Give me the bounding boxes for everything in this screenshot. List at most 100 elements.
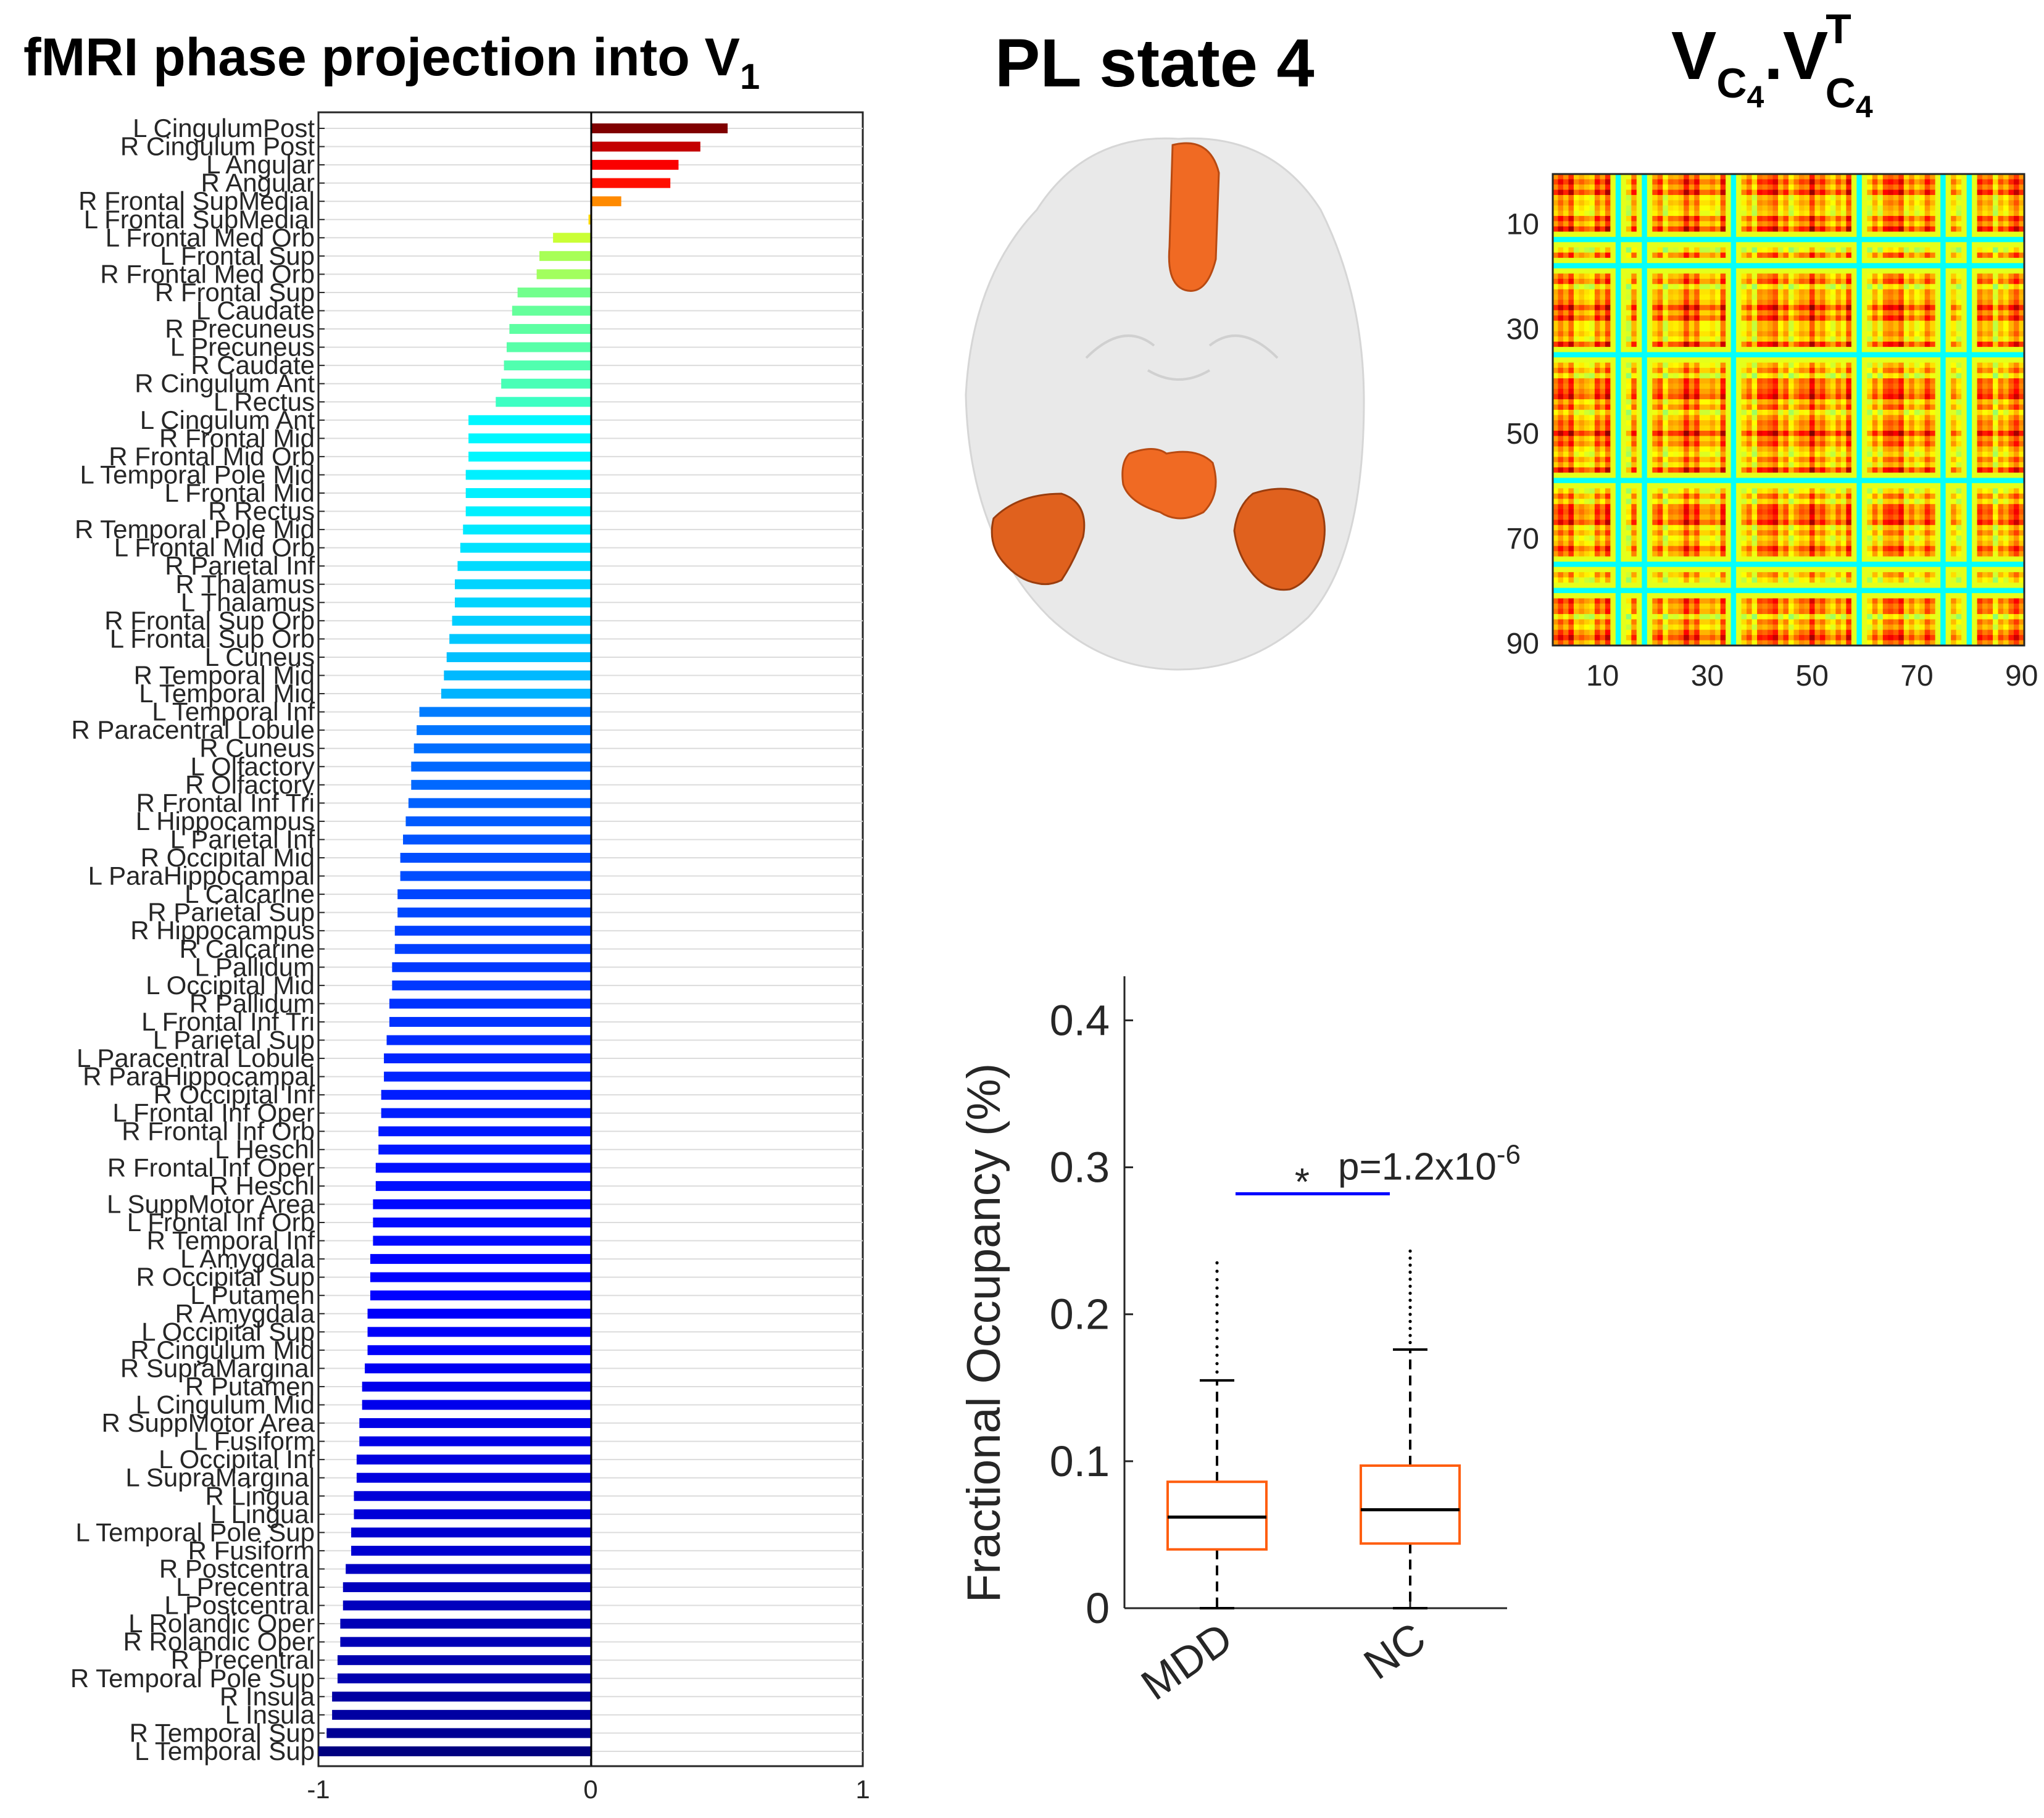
heatmap-cell bbox=[2008, 415, 2014, 421]
heatmap-cell bbox=[1741, 410, 1747, 416]
heatmap-cell bbox=[1615, 205, 1621, 212]
heatmap-cell bbox=[2019, 184, 2025, 191]
heatmap-cell bbox=[1893, 399, 1899, 405]
heatmap-cell bbox=[1647, 247, 1653, 253]
heatmap-cell bbox=[1668, 341, 1674, 347]
heatmap-cell bbox=[1584, 415, 1590, 421]
heatmap-cell bbox=[1768, 394, 1774, 400]
heatmap-cell bbox=[1809, 310, 1816, 316]
heatmap-cell bbox=[1573, 221, 1580, 227]
heatmap-cell bbox=[2019, 399, 2025, 405]
heatmap-cell bbox=[1730, 389, 1737, 395]
heatmap-cell bbox=[1793, 205, 1800, 212]
heatmap-cell bbox=[1594, 315, 1600, 322]
heatmap-cell bbox=[1998, 436, 2004, 442]
heatmap-cell bbox=[1914, 404, 1920, 410]
bar bbox=[506, 342, 591, 352]
heatmap-cell bbox=[1893, 289, 1899, 295]
heatmap-cell bbox=[1563, 252, 1569, 259]
heatmap-cell bbox=[1642, 320, 1648, 326]
heatmap-cell bbox=[1893, 231, 1899, 238]
heatmap-cell bbox=[1809, 305, 1816, 311]
heatmap-cell bbox=[1626, 326, 1632, 332]
heatmap-cell bbox=[1694, 352, 1700, 358]
heatmap-cell bbox=[1568, 299, 1574, 305]
heatmap-cell bbox=[1663, 189, 1669, 196]
heatmap-cell bbox=[1914, 420, 1920, 426]
heatmap-cell bbox=[1851, 252, 1857, 259]
heatmap-cell bbox=[1966, 257, 1972, 264]
heatmap-cell bbox=[1589, 389, 1595, 395]
heatmap-cell bbox=[1972, 331, 1978, 337]
heatmap-cell bbox=[2003, 373, 2009, 379]
heatmap-cell bbox=[1605, 305, 1611, 311]
heatmap-cell bbox=[1998, 294, 2004, 301]
heatmap-cell bbox=[1903, 425, 1909, 431]
heatmap-cell bbox=[1678, 289, 1684, 295]
heatmap-cell bbox=[1689, 242, 1695, 248]
heatmap-cell bbox=[1741, 294, 1747, 301]
heatmap-cell bbox=[1558, 399, 1564, 405]
heatmap-cell bbox=[1615, 236, 1621, 243]
heatmap-cell bbox=[1663, 357, 1669, 363]
heatmap-cell bbox=[1689, 347, 1695, 353]
heatmap-cell bbox=[1558, 299, 1564, 305]
heatmap-cell bbox=[1610, 205, 1616, 212]
heatmap-cell bbox=[1851, 425, 1857, 431]
heatmap-cell bbox=[1751, 247, 1758, 253]
heatmap-cell bbox=[1798, 331, 1805, 337]
heatmap-cell bbox=[1589, 200, 1595, 206]
heatmap-cell bbox=[1694, 389, 1700, 395]
heatmap-cell bbox=[1930, 174, 1936, 180]
heatmap-cell bbox=[1961, 378, 1967, 384]
heatmap-cell bbox=[1705, 368, 1711, 374]
heatmap-cell bbox=[1615, 336, 1621, 342]
heatmap-cell bbox=[1589, 399, 1595, 405]
heatmap-cell bbox=[1840, 221, 1847, 227]
heatmap-cell bbox=[1898, 299, 1905, 305]
heatmap-cell bbox=[1558, 242, 1564, 248]
heatmap-cell bbox=[1982, 273, 1988, 280]
heatmap-cell bbox=[1809, 215, 1816, 222]
heatmap-cell bbox=[1762, 352, 1768, 358]
heatmap-cell bbox=[1840, 226, 1847, 232]
heatmap-cell bbox=[1751, 436, 1758, 442]
heatmap-cell bbox=[1615, 341, 1621, 347]
heatmap-cell bbox=[1768, 320, 1774, 326]
heatmap-cell bbox=[1605, 341, 1611, 347]
heatmap-cell bbox=[1819, 415, 1826, 421]
heatmap-cell bbox=[1705, 284, 1711, 290]
heatmap-cell bbox=[1998, 394, 2004, 400]
heatmap-cell bbox=[1825, 231, 1831, 238]
heatmap-cell bbox=[1793, 231, 1800, 238]
heatmap-cell bbox=[2003, 268, 2009, 274]
heatmap-cell bbox=[1594, 378, 1600, 384]
heatmap-cell bbox=[1951, 326, 1957, 332]
heatmap-cell bbox=[1856, 430, 1863, 437]
heatmap-cell bbox=[1741, 252, 1747, 259]
heatmap-cell bbox=[1747, 210, 1753, 217]
heatmap-cell bbox=[1736, 252, 1742, 259]
heatmap-cell bbox=[1568, 284, 1574, 290]
heatmap-cell bbox=[1694, 273, 1700, 280]
heatmap-cell bbox=[1573, 263, 1580, 269]
heatmap-cell bbox=[1861, 174, 1867, 180]
heatmap-cell bbox=[1751, 221, 1758, 227]
heatmap-cell bbox=[1636, 399, 1642, 405]
heatmap-cell bbox=[1825, 221, 1831, 227]
heatmap-cell bbox=[1856, 425, 1863, 431]
heatmap-cell bbox=[1930, 273, 1936, 280]
heatmap-cell bbox=[1867, 184, 1873, 191]
heatmap-cell bbox=[1726, 252, 1732, 259]
heatmap-cell bbox=[1930, 294, 1936, 301]
heatmap-cell bbox=[1919, 331, 1926, 337]
heatmap-cell bbox=[1778, 299, 1784, 305]
bar bbox=[405, 816, 591, 826]
heatmap-cell bbox=[1772, 305, 1779, 311]
heatmap-cell bbox=[1747, 305, 1753, 311]
heatmap-cell bbox=[1726, 179, 1732, 185]
heatmap-cell bbox=[1615, 263, 1621, 269]
heatmap-cell bbox=[1961, 278, 1967, 284]
heatmap-cell bbox=[1605, 310, 1611, 316]
heatmap-cell bbox=[2019, 273, 2025, 280]
